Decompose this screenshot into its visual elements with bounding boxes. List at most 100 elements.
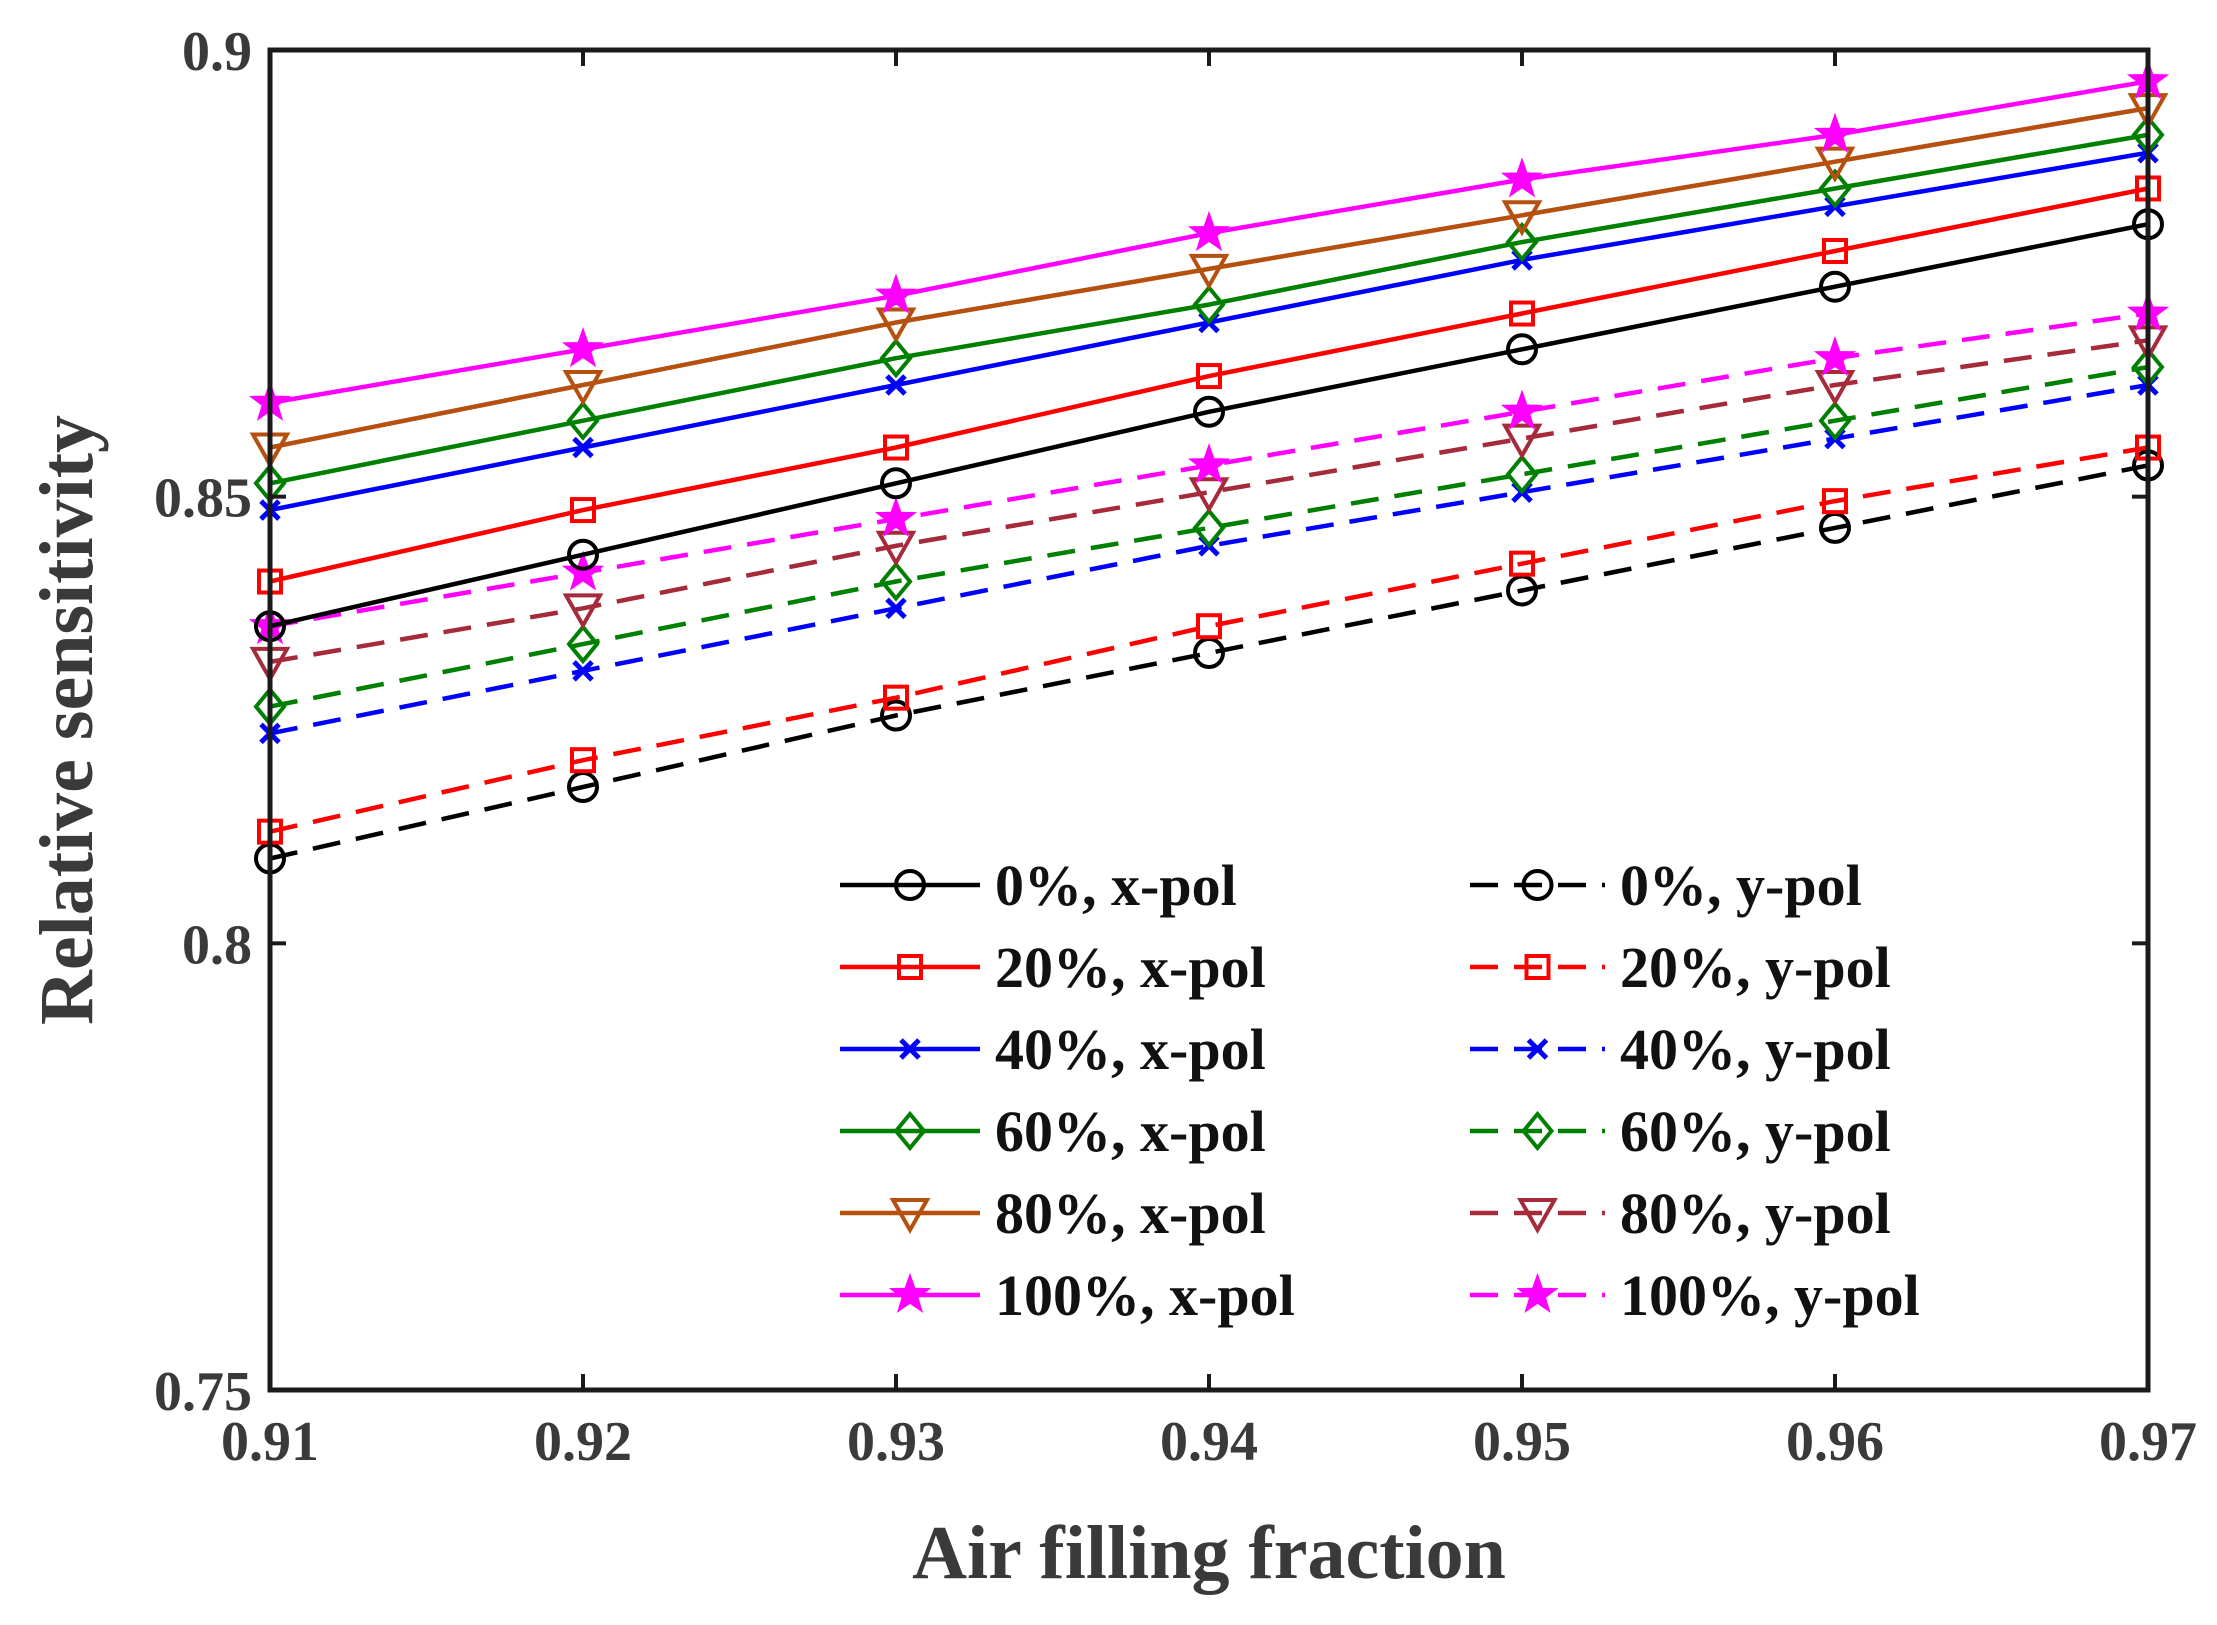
ticks-layer: 0.91 0.92 0.93 0.94 0.95 0.96 0.97 0.75 0.8 0.85 0…: [154, 21, 2197, 1473]
y-tick-label: 0.85: [154, 468, 252, 530]
data-point-marker: [1193, 395, 1225, 428]
data-point-marker: [880, 699, 912, 732]
x-tick-label: 0.96: [1786, 1411, 1884, 1473]
x-tick-label: 0.97: [2099, 1411, 2197, 1473]
series-layer: [248, 59, 2170, 875]
data-point-marker: [880, 467, 912, 500]
legend-marker: [1516, 1272, 1559, 1314]
data-point-marker: [1196, 363, 1222, 390]
x-axis-label: Air filling fraction: [912, 1511, 1506, 1595]
data-point-marker: [885, 597, 907, 620]
series-line: [269, 364, 2149, 709]
data-point-marker: [1500, 157, 1544, 198]
legend-label: 40%, y-pol: [1620, 1017, 1891, 1082]
legend-marker: [888, 1272, 932, 1314]
data-point-marker: [874, 496, 918, 538]
data-point-marker: [875, 530, 917, 567]
series-line: [269, 105, 2149, 450]
series-10: [249, 325, 2169, 683]
data-point-marker: [879, 561, 913, 602]
legend-marker: [894, 869, 926, 901]
x-tick-label: 0.91: [221, 1411, 319, 1473]
legend-item: 20%, y-pol: [1470, 935, 1891, 1000]
data-point-marker: [1196, 613, 1222, 640]
x-tick-label: 0.94: [1160, 1411, 1258, 1473]
data-point-marker: [572, 436, 594, 459]
y-axis-label: Relative sensitivity: [25, 415, 109, 1025]
data-point-marker: [566, 623, 600, 665]
data-point-marker: [567, 538, 599, 571]
legend-marker: [889, 1198, 931, 1235]
x-tick-label: 0.92: [534, 1411, 632, 1473]
data-point-marker: [1505, 221, 1539, 263]
data-point-marker: [1187, 443, 1231, 484]
y-tick-label: 0.8: [182, 914, 252, 976]
legend-label: 0%, y-pol: [1620, 853, 1862, 918]
data-point-marker: [1501, 423, 1543, 460]
legend-label: 100%, y-pol: [1620, 1263, 1920, 1328]
data-point-marker: [1501, 200, 1543, 237]
data-point-marker: [562, 370, 604, 407]
legend-item: 100%, y-pol: [1470, 1263, 1920, 1328]
data-point-marker: [1814, 146, 1856, 183]
series-line: [269, 132, 2149, 486]
data-point-marker: [570, 747, 596, 774]
data-point-marker: [572, 660, 594, 682]
legend-label: 80%, x-pol: [995, 1181, 1266, 1246]
legend-label: 60%, y-pol: [1620, 1099, 1891, 1164]
legend-item: 100%, x-pol: [840, 1263, 1295, 1328]
data-point-marker: [1505, 454, 1539, 495]
series-line: [269, 338, 2149, 665]
data-point-marker: [879, 338, 913, 379]
legend-box: [820, 845, 2000, 1350]
legend-label: 100%, x-pol: [995, 1263, 1295, 1328]
legend-marker: [1517, 1198, 1558, 1235]
data-point-marker: [566, 400, 600, 441]
legend-marker: [1521, 869, 1554, 901]
series-line: [269, 186, 2149, 584]
data-point-marker: [1814, 370, 1856, 407]
legend-label: 20%, x-pol: [995, 935, 1266, 1000]
data-point-marker: [875, 307, 917, 344]
legend-label: 0%, x-pol: [995, 853, 1237, 918]
legend-item: 80%, x-pol: [840, 1181, 1266, 1246]
legend-item: 60%, x-pol: [840, 1099, 1266, 1164]
data-point-marker: [1822, 488, 1848, 515]
data-point-marker: [561, 327, 605, 368]
data-point-marker: [1192, 507, 1226, 549]
data-point-marker: [885, 374, 907, 396]
data-point-marker: [1187, 210, 1231, 252]
data-point-marker: [1818, 400, 1852, 441]
data-point-marker: [1509, 300, 1535, 327]
legend-label: 60%, x-pol: [995, 1099, 1266, 1164]
data-point-marker: [1813, 112, 1857, 153]
legend-marker: [1526, 1038, 1549, 1060]
data-point-marker: [874, 273, 918, 314]
legend-item: 40%, y-pol: [1470, 1017, 1891, 1082]
legend-marker: [899, 1038, 921, 1060]
legend-marker: [897, 954, 923, 980]
data-point-marker: [1192, 284, 1226, 325]
data-point-marker: [1188, 253, 1230, 290]
x-tick-label: 0.93: [847, 1411, 945, 1473]
legend-item: 20%, x-pol: [840, 935, 1266, 1000]
data-point-marker: [1500, 389, 1544, 430]
legend-item: 40%, x-pol: [840, 1017, 1266, 1082]
series-line: [269, 463, 2149, 861]
legend-marker: [1524, 954, 1551, 980]
legend-label: 20%, y-pol: [1620, 935, 1891, 1000]
data-point-marker: [1509, 550, 1535, 577]
legend-label: 40%, x-pol: [995, 1017, 1266, 1082]
y-tick-label: 0.75: [154, 1361, 252, 1423]
series-9: [253, 346, 2165, 727]
legend: 0%, x-pol 20%, x-pol 40%, x-pol 60%, x-pol 8…: [820, 845, 2000, 1350]
data-point-marker: [883, 684, 909, 711]
data-point-marker: [1818, 168, 1852, 209]
data-point-marker: [1813, 335, 1857, 377]
data-point-marker: [1822, 238, 1848, 264]
legend-label: 80%, y-pol: [1620, 1181, 1891, 1246]
x-tick-label: 0.95: [1473, 1411, 1571, 1473]
legend-item: 80%, y-pol: [1470, 1181, 1891, 1246]
